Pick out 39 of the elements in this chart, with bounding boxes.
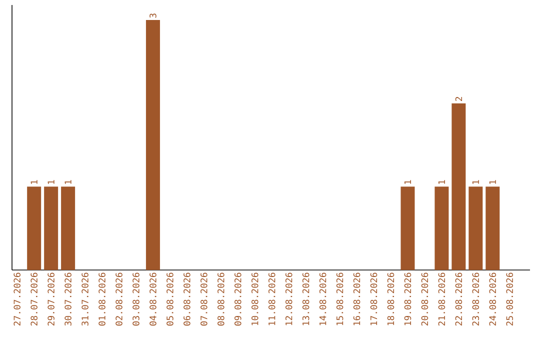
x-tick-label: 23.08.2026 [472, 272, 480, 326]
x-tick-label: 27.07.2026 [14, 272, 20, 326]
x-tick-label: 17.08.2026 [370, 272, 378, 326]
x-tick-label: 05.08.2026 [166, 272, 174, 326]
x-tick-label: 18.08.2026 [387, 272, 394, 326]
x-tick-label: 28.07.2026 [30, 272, 38, 326]
x-tick-label: 29.07.2026 [48, 272, 54, 326]
x-tick-label: 25.08.2026 [506, 272, 514, 326]
x-tick-label: 15.08.2026 [336, 272, 344, 326]
x-tick-label: 04.08.2026 [150, 272, 156, 326]
x-tick-label: 12.08.2026 [285, 272, 292, 326]
x-tick-label: 20.08.2026 [421, 272, 428, 326]
data-label: 1 [64, 180, 72, 184]
x-tick-label: 24.08.2026 [489, 272, 496, 326]
x-tick-label: 06.08.2026 [184, 272, 190, 326]
data-label: 1 [489, 180, 496, 184]
x-tick-label: 09.08.2026 [234, 272, 242, 326]
x-tick-label: 13.08.2026 [302, 272, 310, 326]
x-tick-label: 02.08.2026 [116, 272, 122, 326]
x-tick-label: 11.08.2026 [268, 272, 276, 326]
x-tick-label: 08.08.2026 [218, 272, 224, 326]
x-tick-label: 10.08.2026 [251, 272, 258, 326]
data-label: 1 [404, 180, 411, 184]
x-tick-label: 21.08.2026 [438, 272, 446, 326]
x-tick-label: 22.08.2026 [455, 272, 462, 326]
x-tick-label: 16.08.2026 [353, 272, 360, 326]
data-label: 1 [472, 180, 479, 184]
x-tick-label: 07.08.2026 [200, 272, 208, 326]
x-tick-label: 30.07.2026 [64, 272, 72, 326]
x-tick-label: 14.08.2026 [319, 272, 326, 326]
data-label: 1 [30, 180, 38, 184]
data-label: 2 [455, 96, 462, 101]
x-tick-label: 01.08.2026 [98, 272, 106, 326]
data-label: 3 [150, 14, 156, 18]
x-tick-label: 19.08.2026 [404, 272, 412, 326]
x-tick-label: 03.08.2026 [132, 272, 140, 326]
data-label: 1 [48, 180, 54, 184]
data-label: 1 [438, 180, 445, 184]
x-tick-label: 31.07.2026 [82, 272, 88, 326]
